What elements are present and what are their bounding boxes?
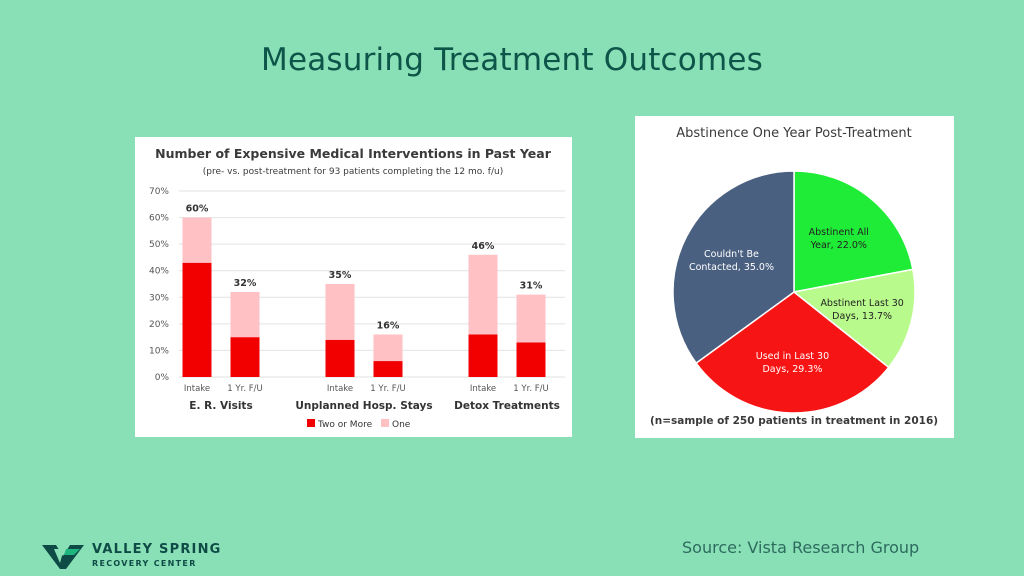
y-tick-label: 70% [149,187,169,197]
pie-slice-abstinent-all-year [793,170,914,293]
bar-one [373,334,403,362]
pie-slice-could-not-be-contacted [672,170,795,365]
valley-spring-logo: VALLEY SPRING RECOVERY CENTER [40,541,240,573]
pie-chart-slice-labels: Abstinent All Year, 22.0% Abstinent Last 3… [689,227,904,375]
logo-subtitle: RECOVERY CENTER [92,559,197,568]
bar-two-or-more [325,339,355,377]
source-credit: Source: Vista Research Group [682,538,920,557]
legend-swatch-one [381,419,389,427]
pie-slice-used-in-last-30-days [695,291,890,414]
pie-label-abstinent-all-year: Abstinent All Year, 22.0% [809,227,869,251]
legend-label-one: One [392,420,411,430]
bar-chart-panel: Number of Expensive Medical Intervention… [135,137,572,437]
bar-data-label: 35% [329,270,352,281]
bar-two-or-more [468,334,498,377]
bar-data-label: 31% [520,281,543,292]
y-tick-label: 30% [149,293,169,303]
pie-chart-slices [672,170,916,414]
bar-chart-bars: 60% 32% 35% 16% 46% 31% [182,204,546,377]
valley-spring-logo-icon [42,545,84,569]
logo-name: VALLEY SPRING [92,542,222,557]
pie-label-used-in-last-30-days: Used in Last 30 Days, 29.3% [756,351,829,375]
bar-one [230,291,260,338]
bar-chart-y-axis: 0% 10% 20% 30% 40% 50% 60% 70% [149,187,169,383]
y-tick-label: 0% [155,373,170,383]
y-tick-label: 10% [149,346,169,356]
bar-chart-legend: Two or More One [307,419,411,430]
y-tick-label: 50% [149,240,169,250]
x-tick-label: 1 Yr. F/U [227,384,262,394]
bar-chart-x-axis: Intake 1 Yr. F/U Intake 1 Yr. F/U Intake 1 Yr… [184,384,549,394]
bar-one [516,294,546,343]
x-tick-label: Intake [184,384,210,394]
pie-label-abstinent-last-30-days: Abstinent Last 30 Days, 13.7% [820,298,903,322]
bar-two-or-more [230,337,260,377]
y-tick-label: 60% [149,214,169,224]
y-tick-label: 40% [149,267,169,277]
bar-one [468,254,498,335]
y-tick-label: 20% [149,320,169,330]
bar-data-label: 60% [186,204,209,215]
x-tick-label: 1 Yr. F/U [513,384,548,394]
bar-two-or-more [182,262,212,377]
pie-label-could-not-be-contacted: Couldn't Be Contacted, 35.0% [689,249,774,273]
legend-label-two-or-more: Two or More [317,420,373,430]
bar-chart: Number of Expensive Medical Intervention… [149,146,565,430]
pie-slice-abstinent-last-30-days [792,268,916,369]
bar-one [182,217,212,263]
bar-two-or-more [373,361,403,377]
bar-chart-group-labels: E. R. Visits Unplanned Hosp. Stays Detox T… [189,400,560,412]
pie-chart-title: Abstinence One Year Post-Treatment [676,126,912,141]
x-tick-label: Intake [327,384,353,394]
group-label-e-r-visits: E. R. Visits [189,400,252,412]
x-tick-label: Intake [470,384,496,394]
pie-chart-panel: Abstinence One Year Post-Treatment Absti… [635,116,954,438]
bar-two-or-more [516,342,546,377]
bar-chart-title: Number of Expensive Medical Intervention… [155,146,552,161]
bar-data-label: 32% [234,278,257,289]
bar-one [325,284,355,340]
pie-chart-footnote: (n=sample of 250 patients in treatment i… [650,415,938,427]
group-label-unplanned-hosp-stays: Unplanned Hosp. Stays [295,400,432,412]
bar-data-label: 46% [472,241,495,252]
bar-data-label: 16% [377,320,400,331]
group-label-detox-treatments: Detox Treatments [454,400,560,412]
pie-chart: Abstinence One Year Post-Treatment Absti… [650,126,938,427]
slide-title: Measuring Treatment Outcomes [261,42,763,78]
bar-chart-subtitle: (pre- vs. post-treatment for 93 patients… [203,167,503,177]
legend-swatch-two-or-more [307,419,315,427]
x-tick-label: 1 Yr. F/U [370,384,405,394]
